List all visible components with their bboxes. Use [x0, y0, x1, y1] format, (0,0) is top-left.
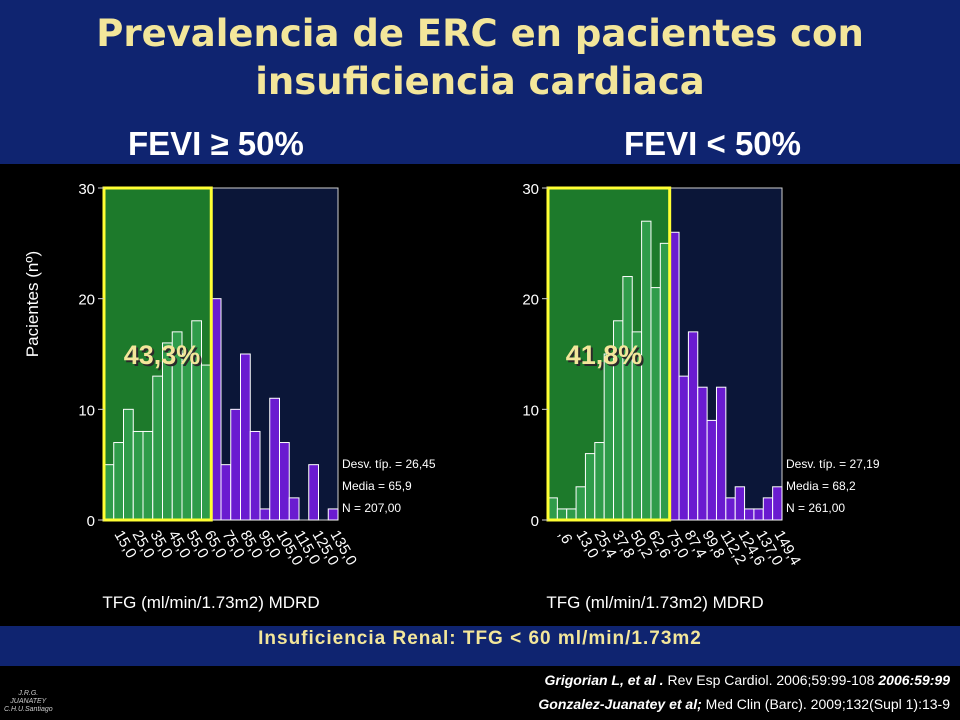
histogram-bar	[556, 508, 568, 521]
y-tick-label: 10	[78, 402, 95, 419]
stats-line: Media = 68,2	[786, 479, 856, 493]
highlight-percent-shadow: 41,8%	[568, 342, 645, 372]
y-tick-label: 30	[522, 181, 539, 198]
histogram-bar	[734, 486, 746, 521]
title-line-1: Prevalencia de ERC en pacientes con	[96, 12, 864, 55]
subtitle-fevi-ge-50: FEVI ≥ 50%	[128, 125, 304, 162]
histogram-bar	[279, 442, 290, 521]
histogram-bar	[269, 397, 280, 521]
histogram-panels: 010203015,025,035,045,055,065,075,085,09…	[23, 181, 880, 612]
ref1-journal: Rev Esp Cardiol. 2006;59:99-108	[663, 672, 879, 688]
y-tick-label: 20	[78, 292, 95, 309]
histogram-bar	[650, 287, 661, 521]
histogram-bar	[249, 430, 261, 521]
y-tick-label: 10	[522, 402, 539, 419]
histogram-bar	[725, 497, 736, 521]
highlight-percent-shadow: 43,3%	[126, 342, 203, 372]
title-band	[0, 0, 960, 164]
stats-line: Desv. típ. = 26,45	[342, 457, 436, 471]
reference-2: Gonzalez-Juanatey et al; Med Clin (Barc)…	[538, 692, 950, 716]
highlight-border	[546, 186, 672, 522]
histogram-bar	[772, 486, 783, 521]
ref1-tail: 2006:59:99	[878, 672, 950, 688]
histogram-bar	[715, 386, 727, 521]
y-tick-label: 30	[78, 181, 95, 198]
histogram-bar	[259, 508, 271, 521]
slide-title: Prevalencia de ERC en pacientes con insu…	[0, 10, 960, 106]
logo-line-1: J.R.G.	[18, 690, 39, 697]
highlight-percent: 43,3%	[124, 340, 201, 370]
y-tick-label: 0	[531, 513, 539, 530]
histogram-bar	[181, 353, 193, 521]
references: Grigorian L, et al . Rev Esp Cardiol. 20…	[538, 668, 950, 716]
x-axis-label: TFG (ml/min/1.73m2) MDRD	[102, 593, 319, 612]
stats-line: Media = 65,9	[342, 479, 412, 493]
y-axis-label: Pacientes (nº)	[23, 251, 42, 357]
footer-note: Insuficiencia Renal: TFG < 60 ml/min/1.7…	[258, 628, 702, 649]
reference-1: Grigorian L, et al . Rev Esp Cardiol. 20…	[538, 668, 950, 692]
logo-line-3: C.H.U.Santiago	[4, 706, 53, 713]
histogram-bar	[113, 442, 124, 521]
histogram-bar	[762, 497, 774, 521]
histogram-bar	[566, 508, 577, 521]
ref2-authors: Gonzalez-Juanatey et al;	[538, 696, 702, 712]
histogram-bar	[152, 375, 163, 521]
y-tick-label: 0	[87, 513, 95, 530]
logo-line-2: JUANATEY	[10, 698, 47, 705]
histogram-bar	[230, 408, 241, 521]
stats-line: Desv. típ. = 27,19	[786, 457, 880, 471]
histogram-bar	[123, 408, 134, 521]
histogram-bar	[288, 497, 300, 521]
histogram-bar	[697, 386, 708, 521]
ref2-journal: Med Clin (Barc). 2009;132(Supl 1):13-9	[701, 696, 950, 712]
subtitle-fevi-lt-50: FEVI < 50%	[624, 125, 802, 162]
stats-line: N = 207,00	[342, 501, 401, 515]
histogram-bar	[622, 276, 633, 521]
author-logo: J.R.G. JUANATEY C.H.U.Santiago	[4, 690, 53, 714]
highlight-border	[102, 186, 213, 522]
histogram-bar	[744, 508, 755, 521]
histogram-bar	[594, 442, 605, 521]
histogram-bar	[308, 464, 319, 521]
y-tick-label: 20	[522, 292, 539, 309]
histogram-bar	[603, 353, 615, 521]
histogram-bar	[327, 508, 339, 521]
histogram-bar	[132, 430, 144, 521]
histogram-bar	[706, 419, 717, 521]
x-axis-label: TFG (ml/min/1.73m2) MDRD	[546, 593, 763, 612]
ref1-authors: Grigorian L, et al .	[544, 672, 664, 688]
histogram-bar	[678, 375, 689, 521]
highlight-percent: 41,8%	[566, 340, 643, 370]
histogram-bar	[687, 331, 699, 521]
histogram-bar	[142, 430, 154, 521]
stats-line: N = 261,00	[786, 501, 845, 515]
histogram-bar	[753, 508, 764, 521]
histogram-bar	[240, 353, 251, 521]
histogram-bar	[575, 486, 586, 521]
title-line-2: insuficiencia cardiaca	[255, 60, 705, 103]
x-tick-label: ,6	[555, 528, 576, 547]
histogram-bar	[584, 453, 596, 521]
footer-band	[0, 626, 960, 666]
histogram-bar	[220, 464, 232, 521]
